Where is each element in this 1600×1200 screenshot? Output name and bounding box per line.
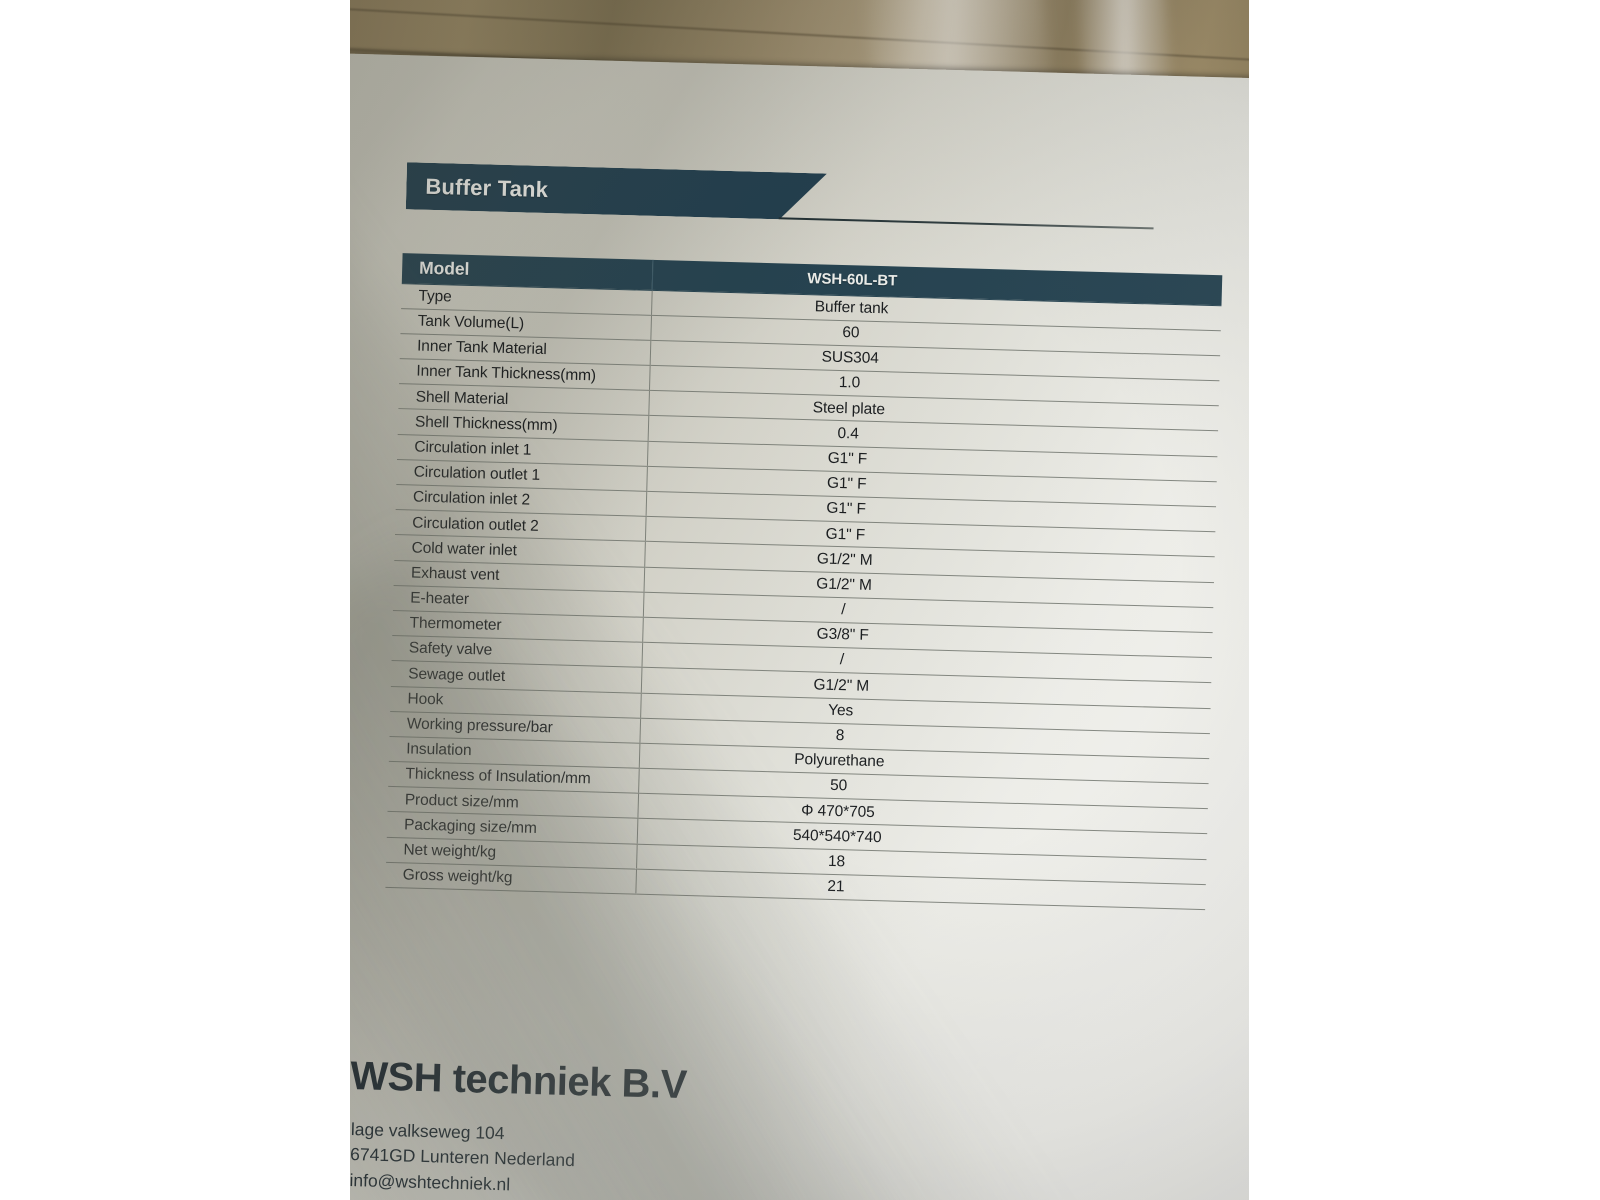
- spec-value: G1" F: [825, 525, 866, 544]
- spec-value: 18: [827, 852, 846, 871]
- spec-value: 540*540*740: [792, 826, 882, 847]
- banner-shape: Buffer Tank: [406, 162, 827, 220]
- spec-value: 21: [827, 877, 845, 896]
- banner-title: Buffer Tank: [425, 173, 549, 202]
- spec-value: Φ 470*705: [800, 801, 875, 821]
- table-header-value: WSH-60L-BT: [807, 270, 898, 290]
- spec-value: Buffer tank: [814, 298, 889, 318]
- spec-value: SUS304: [821, 348, 879, 368]
- spec-value: Polyurethane: [793, 751, 885, 771]
- specification-table: Model WSH-60L-BT Type Buffer tank Tank Vol…: [385, 253, 1223, 910]
- spec-value: /: [839, 651, 845, 669]
- spec-value: G3/8" F: [816, 625, 869, 645]
- section-banner: Buffer Tank: [406, 162, 827, 220]
- spec-value: 50: [829, 777, 848, 795]
- spec-value: G1" F: [827, 449, 868, 468]
- specification-table-body: Model WSH-60L-BT Type Buffer tank Tank Vol…: [385, 253, 1223, 910]
- spec-value: G1/2" M: [816, 575, 873, 594]
- spec-value: 1.0: [838, 374, 861, 392]
- spec-value: G1/2" M: [816, 550, 873, 569]
- banner-underline-rule: [778, 217, 1154, 230]
- spec-sheet-content: Buffer Tank Model WSH-60L-BT Type Buffer …: [350, 52, 1249, 1200]
- spec-value: G1" F: [826, 500, 867, 519]
- spec-value: Yes: [827, 701, 854, 720]
- spec-value: /: [841, 601, 846, 619]
- spec-value: 60: [842, 324, 860, 342]
- spec-value: G1" F: [826, 474, 867, 493]
- spec-value: Steel plate: [812, 398, 886, 418]
- spec-value: G1/2" M: [813, 676, 870, 695]
- photographed-spec-sheet: Buffer Tank Model WSH-60L-BT Type Buffer …: [350, 0, 1249, 1200]
- company-logo-text: WSH techniek B.V: [350, 1054, 688, 1108]
- spec-value: 0.4: [837, 424, 859, 443]
- spec-label: Gross weight/kg: [385, 862, 637, 895]
- spec-value: 8: [835, 727, 845, 745]
- company-address-block: lage valkseweg 104 6741GD Lunteren Neder…: [350, 1117, 576, 1199]
